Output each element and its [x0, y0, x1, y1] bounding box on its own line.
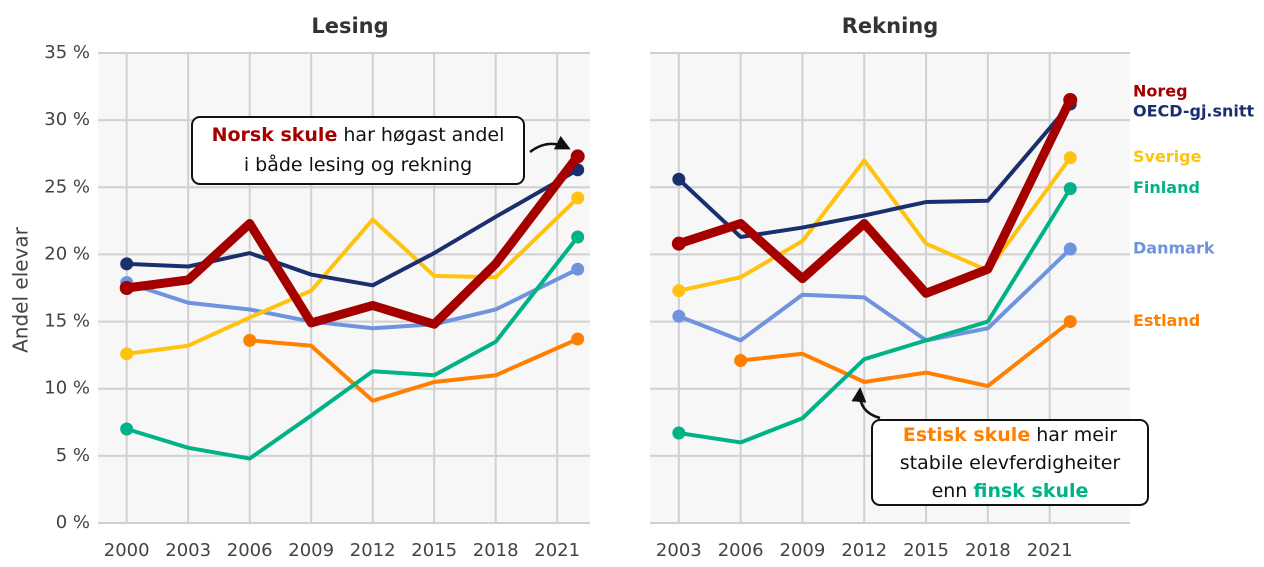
annotation-segment: enn	[932, 480, 974, 502]
end-point	[571, 230, 585, 244]
y-tick-label: 25 %	[44, 176, 90, 197]
x-tick-label: 2006	[718, 540, 764, 561]
x-tick-label: 2009	[780, 540, 826, 561]
x-tick-label: 2021	[534, 540, 580, 561]
annotation-text: stabile elevferdigheiter	[900, 452, 1121, 474]
end-point	[120, 422, 134, 436]
annotation-segment: Estisk skule	[903, 424, 1030, 446]
series-line	[678, 187, 1072, 445]
annotation-text: Estisk skule har meir	[903, 424, 1117, 446]
annotation-arrow	[851, 387, 881, 420]
annotation-segment: stabile elevferdigheiter	[900, 452, 1121, 474]
end-point	[571, 332, 585, 346]
end-point	[1063, 242, 1077, 256]
legend-label: Sverige	[1133, 147, 1202, 166]
annotation-text: i både lesing og rekning	[244, 153, 472, 176]
end-point	[119, 281, 134, 295]
legend-label: Estland	[1133, 311, 1200, 330]
annotation-segment: har høgast andel	[337, 124, 504, 146]
end-point	[672, 172, 686, 186]
x-tick-label: 2018	[965, 540, 1011, 561]
end-point	[672, 309, 686, 323]
series-line	[249, 337, 579, 403]
end-point	[120, 347, 134, 361]
annotation-segment: i både lesing og rekning	[244, 153, 472, 176]
series-line	[126, 235, 580, 461]
end-point	[243, 333, 257, 347]
x-tick-label: 2012	[350, 540, 396, 561]
y-tick-label: 30 %	[44, 109, 90, 130]
series-line	[126, 168, 579, 288]
y-tick-label: 0 %	[56, 512, 90, 533]
annotation-arrow	[529, 135, 571, 154]
end-point	[1063, 182, 1077, 196]
legend-label: Finland	[1133, 178, 1200, 197]
x-tick-label: 2018	[473, 540, 519, 561]
series-line	[126, 153, 582, 329]
end-point	[672, 284, 686, 298]
end-point	[1063, 315, 1077, 329]
y-tick-label: 10 %	[44, 378, 90, 399]
x-tick-label: 2003	[656, 540, 702, 561]
y-tick-label: 35 %	[44, 42, 90, 63]
end-point	[120, 257, 134, 271]
series-line	[678, 247, 1072, 343]
y-tick-label: 20 %	[44, 243, 90, 264]
annotation-box	[191, 116, 525, 185]
legend-label: Danmark	[1133, 239, 1215, 258]
x-tick-label: 2003	[165, 540, 211, 561]
annotation-text: enn finsk skule	[932, 480, 1089, 502]
x-tick-label: 2021	[1027, 540, 1073, 561]
end-point	[672, 426, 686, 440]
end-point	[671, 236, 686, 251]
x-tick-label: 2009	[288, 540, 334, 561]
panel-title: Rekning	[842, 14, 939, 38]
legend-label: OECD-gj.snitt	[1133, 102, 1255, 121]
end-point	[1063, 151, 1077, 165]
series-line	[677, 102, 1072, 239]
x-tick-label: 2000	[104, 540, 150, 561]
end-point	[570, 149, 585, 164]
legend-label: Noreg	[1133, 82, 1188, 101]
series-line	[677, 98, 1075, 298]
end-point	[734, 354, 748, 368]
annotation-text: Norsk skule har høgast andel	[212, 124, 505, 146]
end-point	[571, 191, 585, 205]
y-tick-label: 15 %	[44, 311, 90, 332]
annotation-segment: har meir	[1030, 424, 1117, 446]
x-tick-label: 2012	[841, 540, 887, 561]
series-line	[740, 319, 1072, 389]
x-tick-label: 2015	[903, 540, 949, 561]
x-tick-label: 2015	[411, 540, 457, 561]
y-axis-label: Andel elevar	[9, 226, 33, 353]
annotation-segment: Norsk skule	[212, 124, 338, 146]
y-tick-label: 5 %	[56, 445, 90, 466]
annotation-segment: finsk skule	[973, 480, 1088, 502]
panel-title: Lesing	[311, 14, 388, 38]
end-point	[571, 262, 585, 276]
annotation-box	[871, 419, 1149, 506]
end-point	[1063, 93, 1078, 107]
x-tick-label: 2006	[227, 540, 273, 561]
series-line	[126, 267, 579, 331]
